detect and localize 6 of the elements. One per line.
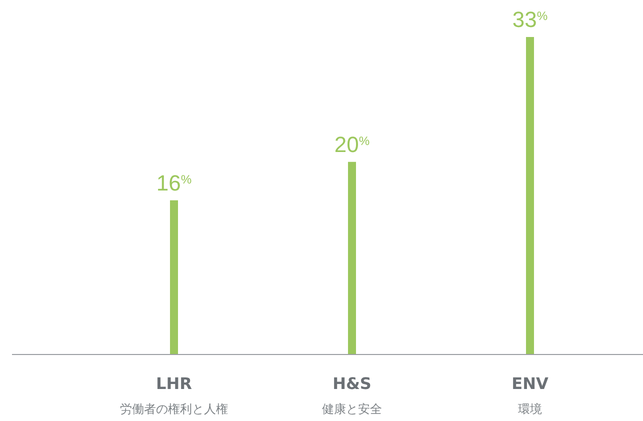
x-tick-label: H&S 健康と安全 (322, 374, 382, 416)
x-tick-label: LHR 労働者の権利と人権 (120, 374, 228, 416)
data-label: 16$^{%}$ (156, 170, 192, 196)
data-label: 20$^{%}$ (334, 132, 370, 157)
data-label: 33$^{%}$ (512, 7, 548, 32)
x-tick-label: ENV 環境 (512, 374, 549, 416)
